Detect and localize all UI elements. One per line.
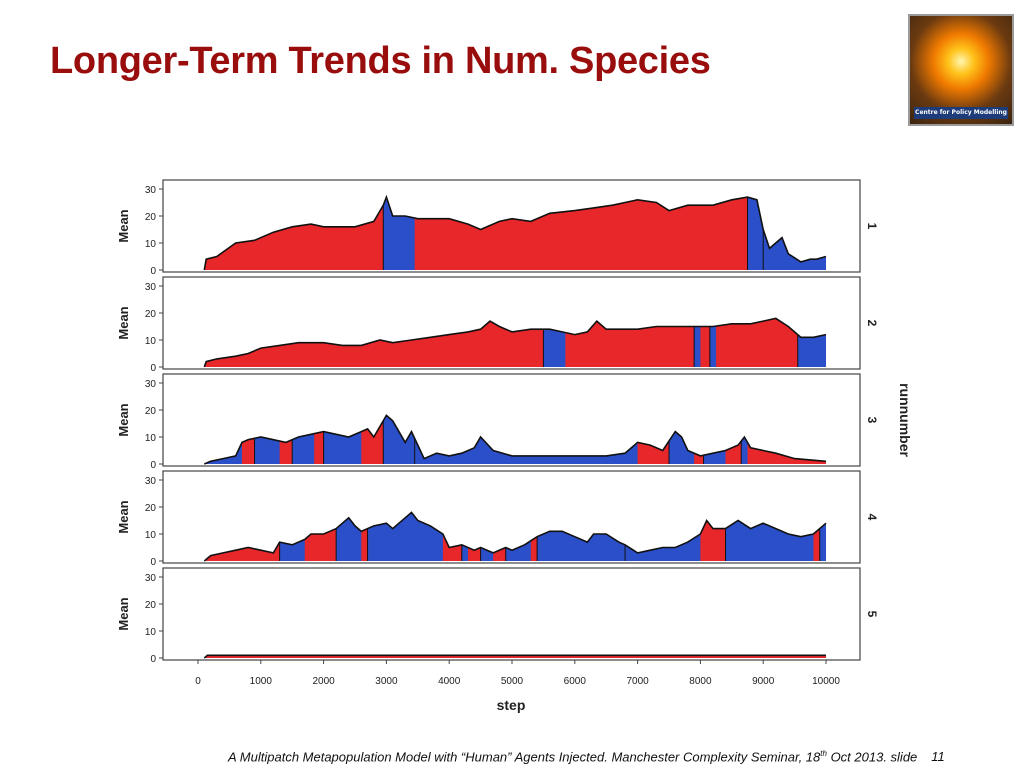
x-tick-label: 8000	[689, 676, 712, 687]
y-tick-label: 0	[150, 363, 156, 374]
x-tick-label: 0	[195, 676, 201, 687]
footer-superscript: th	[820, 749, 827, 758]
y-tick-label: 10	[145, 627, 157, 638]
facet-axis-label: runnumber	[897, 383, 913, 457]
footer-date: Oct 2013. slide	[827, 749, 917, 764]
facet-label-run-5: 5	[865, 611, 879, 618]
x-axis-label: step	[497, 697, 526, 713]
y-tick-label: 20	[145, 503, 157, 514]
y-tick-label: 30	[145, 379, 157, 390]
facet-label-run-1: 1	[865, 223, 879, 230]
x-tick-label: 10000	[812, 676, 840, 687]
y-tick-label: 10	[145, 433, 157, 444]
footer-citation: A Multipatch Metapopulation Model with “…	[228, 749, 945, 764]
y-tick-label: 20	[145, 309, 157, 320]
y-tick-label: 10	[145, 530, 157, 541]
x-tick-label: 9000	[752, 676, 775, 687]
y-tick-label: 30	[145, 476, 157, 487]
y-tick-label: 20	[145, 600, 157, 611]
y-tick-label: 30	[145, 282, 157, 293]
y-tick-label: 0	[150, 654, 156, 665]
y-tick-label: 10	[145, 239, 157, 250]
y-tick-label: 30	[145, 185, 157, 196]
y-axis-label: Mean	[116, 209, 131, 242]
y-tick-label: 10	[145, 336, 157, 347]
y-axis-label: Mean	[116, 403, 131, 436]
y-tick-label: 20	[145, 406, 157, 417]
footer-text: A Multipatch Metapopulation Model with “…	[228, 749, 820, 764]
slide-number: 11	[931, 749, 945, 764]
y-axis-label: Mean	[116, 597, 131, 630]
y-axis-label: Mean	[116, 500, 131, 533]
y-tick-label: 0	[150, 557, 156, 568]
x-tick-label: 7000	[626, 676, 649, 687]
faceted-area-chart: 0102030Mean 10102030Mean 20102030Mean 30102…	[0, 0, 1024, 768]
y-tick-label: 0	[150, 460, 156, 471]
y-tick-label: 0	[150, 266, 156, 277]
x-tick-label: 1000	[250, 676, 273, 687]
y-axis-label: Mean	[116, 306, 131, 339]
y-tick-label: 30	[145, 573, 157, 584]
facet-label-run-3: 3	[865, 417, 879, 424]
x-tick-label: 2000	[312, 676, 335, 687]
x-tick-label: 4000	[438, 676, 461, 687]
facet-label-run-2: 2	[865, 320, 879, 327]
y-tick-label: 20	[145, 212, 157, 223]
x-tick-label: 3000	[375, 676, 398, 687]
x-tick-label: 6000	[564, 676, 587, 687]
facet-label-run-4: 4	[865, 514, 879, 521]
panel-frame	[163, 568, 860, 660]
x-tick-label: 5000	[501, 676, 524, 687]
